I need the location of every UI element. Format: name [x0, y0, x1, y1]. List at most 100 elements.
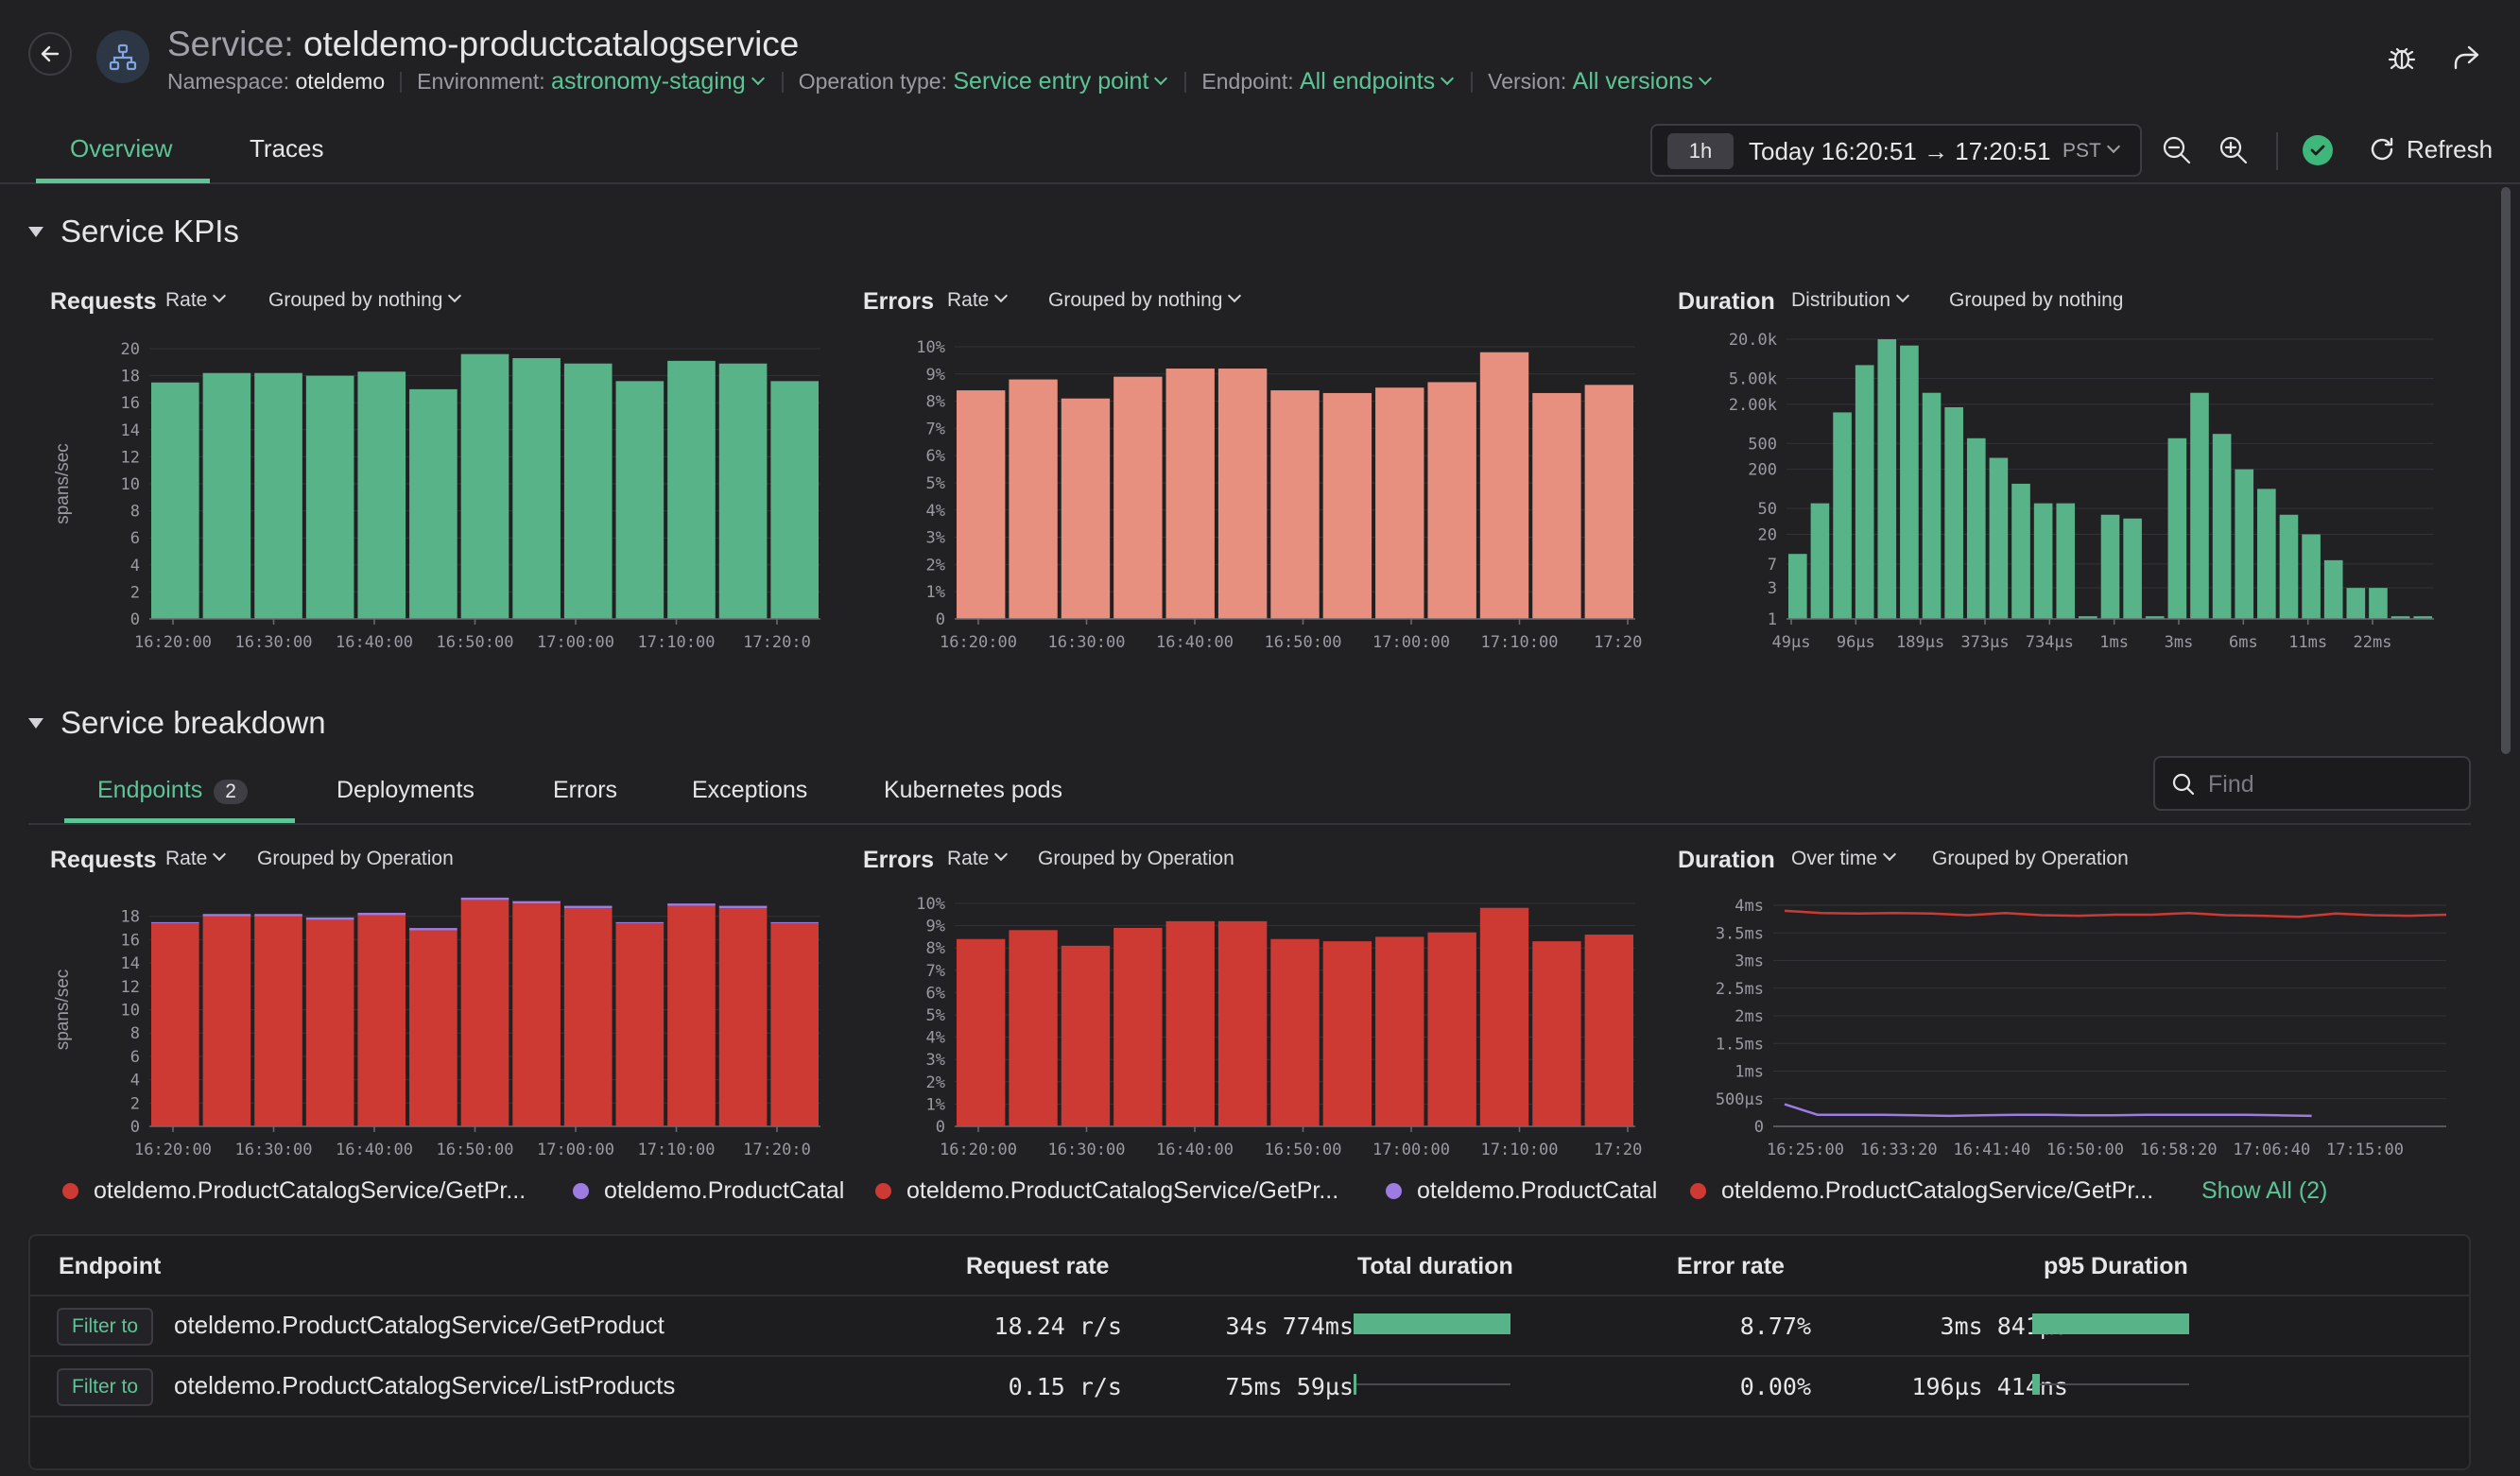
y-tick-label: 14	[121, 421, 140, 440]
legend-item[interactable]: oteldemo.ProductCatalogService/GetPr...	[875, 1177, 1367, 1205]
section-service-breakdown[interactable]: Service breakdown	[28, 705, 326, 741]
section-service-kpis[interactable]: Service KPIs	[28, 214, 239, 249]
y-tick-label: 1.5ms	[1716, 1035, 1764, 1054]
chart-bar	[1479, 352, 1529, 619]
metric-value: Over time	[1791, 848, 1878, 869]
filter-to-button[interactable]: Filter to	[57, 1308, 154, 1346]
chart-bar	[957, 390, 1006, 619]
y-tick-label: 16	[121, 394, 140, 413]
version-dropdown[interactable]: All versions	[1573, 68, 1715, 95]
legend-item[interactable]: oteldemo.ProductCatalogService/ListProdu…	[1386, 1177, 1656, 1205]
chart-bar	[1270, 390, 1320, 619]
filter-divider	[400, 71, 403, 93]
legend-swatch	[573, 1183, 589, 1199]
zoom-in-button[interactable]	[2218, 134, 2250, 166]
y-tick-label: 8%	[926, 939, 945, 958]
zoom-out-button[interactable]	[2161, 134, 2193, 166]
chart-bar	[563, 363, 613, 619]
environment-dropdown[interactable]: astronomy-staging	[551, 68, 767, 95]
x-tick-label: 16:40:00	[1156, 633, 1234, 652]
table-row[interactable]: Filter to oteldemo.ProductCatalogService…	[30, 1295, 2469, 1355]
tab-kubernetes-pods[interactable]: Kubernetes pods	[884, 777, 1063, 803]
metric-value: Rate	[165, 289, 208, 311]
x-tick-label: 17:10:00	[638, 633, 716, 652]
filter-to-button[interactable]: Filter to	[57, 1368, 154, 1406]
legend-item[interactable]: oteldemo.ProductCatalogService/ListProdu…	[573, 1177, 843, 1205]
breakdown-requests-title: Requests	[50, 847, 157, 873]
operation-type-dropdown[interactable]: Service entry point	[953, 68, 1169, 95]
y-tick-label: 0	[936, 610, 945, 629]
metric-value: Distribution	[1791, 289, 1891, 311]
service-name: oteldemo-productcatalogservice	[302, 25, 800, 63]
chevron-down-icon	[1441, 71, 1455, 86]
tab-overview[interactable]: Overview	[70, 134, 173, 163]
timezone-value: PST	[2063, 140, 2101, 162]
tab-traces[interactable]: Traces	[250, 134, 324, 163]
col-header-total-duration[interactable]: Total duration	[1357, 1253, 1513, 1279]
x-tick-label: 16:30:00	[1048, 633, 1126, 652]
col-header-p95-duration[interactable]: p95 Duration	[2044, 1253, 2188, 1279]
x-tick-label: 22ms	[2354, 633, 2392, 652]
tab-deployments[interactable]: Deployments	[337, 777, 475, 803]
kpi-errors-groupby-dropdown[interactable]: Grouped by nothing	[1048, 288, 1243, 312]
x-tick-label: 16:33:20	[1860, 1141, 1938, 1158]
chart-bar	[1217, 920, 1268, 1126]
kpi-errors-metric-dropdown[interactable]: Rate	[947, 288, 1010, 312]
chart-bar	[667, 903, 716, 906]
kpi-requests-groupby-dropdown[interactable]: Grouped by nothing	[268, 288, 463, 312]
tab-exceptions[interactable]: Exceptions	[692, 777, 808, 803]
kpi-requests-metric-dropdown[interactable]: Rate	[165, 288, 228, 312]
legend-item[interactable]: oteldemo.ProductCatalogService/GetPr...	[62, 1177, 554, 1205]
breakdown-duration-metric-dropdown[interactable]: Over time	[1791, 847, 1898, 870]
chart-bar	[357, 915, 406, 1126]
page-scrollbar[interactable]	[2501, 187, 2511, 754]
back-arrow-icon	[41, 45, 60, 62]
time-range-picker[interactable]: 1h Today 16:20:51 → 17:20:51 PST	[1650, 124, 2142, 177]
chart-bar	[460, 897, 509, 901]
breakdown-requests-groupby-label: Grouped by Operation	[257, 848, 454, 869]
y-tick-label: 18	[121, 908, 140, 927]
kpi-duration-metric-dropdown[interactable]: Distribution	[1791, 288, 1911, 312]
show-all-link[interactable]: Show All (2)	[2201, 1177, 2328, 1204]
breakdown-duration-groupby-label: Grouped by Operation	[1932, 848, 2129, 869]
x-tick-label: 16:50:00	[1265, 633, 1342, 652]
groupby-value: Grouped by nothing	[268, 289, 443, 311]
chart-bar	[2413, 616, 2432, 619]
col-header-endpoint[interactable]: Endpoint	[59, 1253, 162, 1279]
tab-endpoints[interactable]: Endpoints 2	[97, 777, 248, 804]
share-button[interactable]	[2450, 42, 2482, 74]
breakdown-requests-metric-dropdown[interactable]: Rate	[165, 847, 228, 870]
timezone-dropdown[interactable]: PST	[2063, 139, 2122, 163]
find-input[interactable]	[2208, 767, 2454, 801]
col-header-error-rate[interactable]: Error rate	[1677, 1253, 1785, 1279]
chevron-down-icon	[1699, 71, 1713, 86]
col-header-request-rate[interactable]: Request rate	[966, 1253, 1110, 1279]
debug-button[interactable]	[2386, 42, 2418, 74]
environment-label: Environment:	[417, 69, 545, 94]
chart-bar	[2100, 514, 2120, 619]
x-tick-label: 3ms	[2165, 633, 2194, 652]
y-tick-label: 16	[121, 931, 140, 950]
tab-errors[interactable]: Errors	[553, 777, 618, 803]
endpoint-dropdown[interactable]: All endpoints	[1300, 68, 1456, 95]
chart-bar	[1375, 387, 1424, 619]
breakdown-errors-metric-dropdown[interactable]: Rate	[947, 847, 1010, 870]
y-tick-label: 0	[130, 610, 140, 629]
refresh-button[interactable]: Refresh	[2367, 134, 2493, 164]
share-icon	[2454, 45, 2479, 70]
x-tick-label: 16:50:00	[437, 633, 514, 652]
legend-item[interactable]: oteldemo.ProductCatalogService/GetPr...	[1690, 1177, 2182, 1205]
x-tick-label: 17:00:00	[1372, 1141, 1450, 1158]
table-row[interactable]: Filter to oteldemo.ProductCatalogService…	[30, 1355, 2469, 1416]
y-tick-label: 4	[130, 1072, 140, 1090]
kpi-errors-chart: 0 1% 2% 3% 4% 5% 6% 7% 8% 9% 10% 16:20:00 16:30:00 16…	[916, 338, 1645, 652]
chart-bar	[2011, 483, 2030, 619]
breakdown-duration-title: Duration	[1678, 847, 1775, 873]
chevron-down-icon	[448, 288, 462, 303]
chart-bar	[2056, 503, 2076, 619]
chart-bar	[357, 912, 406, 916]
total-duration: 34s 774ms	[1225, 1313, 1354, 1340]
time-preset-button[interactable]: 1h	[1667, 133, 1734, 169]
x-tick-label: 16:40:00	[336, 633, 413, 652]
back-button[interactable]	[28, 32, 72, 76]
